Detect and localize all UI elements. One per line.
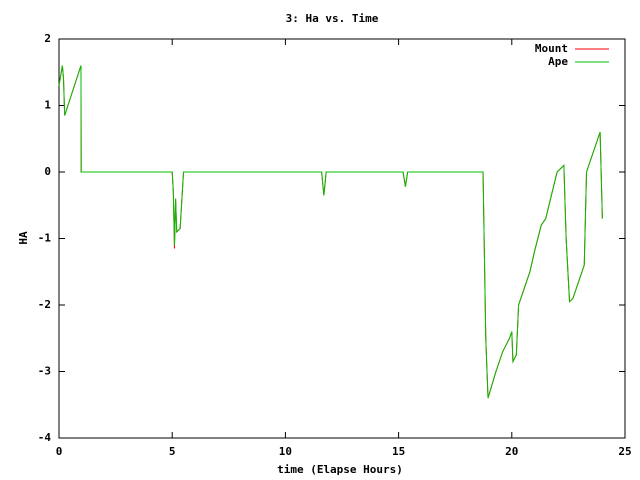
y-axis-label: HA — [17, 231, 30, 245]
data-line — [58, 65, 603, 399]
x-tick-label: 15 — [392, 445, 405, 458]
legend-label: Mount — [535, 42, 568, 55]
legend-label: Ape — [548, 55, 568, 68]
x-tick-label: 20 — [505, 445, 518, 458]
y-tick-label: -3 — [38, 365, 51, 378]
y-tick-label: 1 — [44, 99, 51, 112]
y-tick-label: -1 — [38, 232, 52, 245]
y-tick-label: 0 — [44, 165, 51, 178]
y-tick-label: 2 — [44, 32, 51, 45]
x-tick-label: 0 — [56, 445, 63, 458]
x-tick-label: 10 — [279, 445, 292, 458]
chart-title: 3: Ha vs. Time — [286, 12, 379, 25]
x-tick-label: 25 — [618, 445, 631, 458]
y-tick-label: -4 — [38, 431, 52, 444]
y-tick-label: -2 — [38, 298, 51, 311]
x-tick-label: 5 — [169, 445, 176, 458]
x-axis-label: time (Elapse Hours) — [277, 463, 403, 476]
